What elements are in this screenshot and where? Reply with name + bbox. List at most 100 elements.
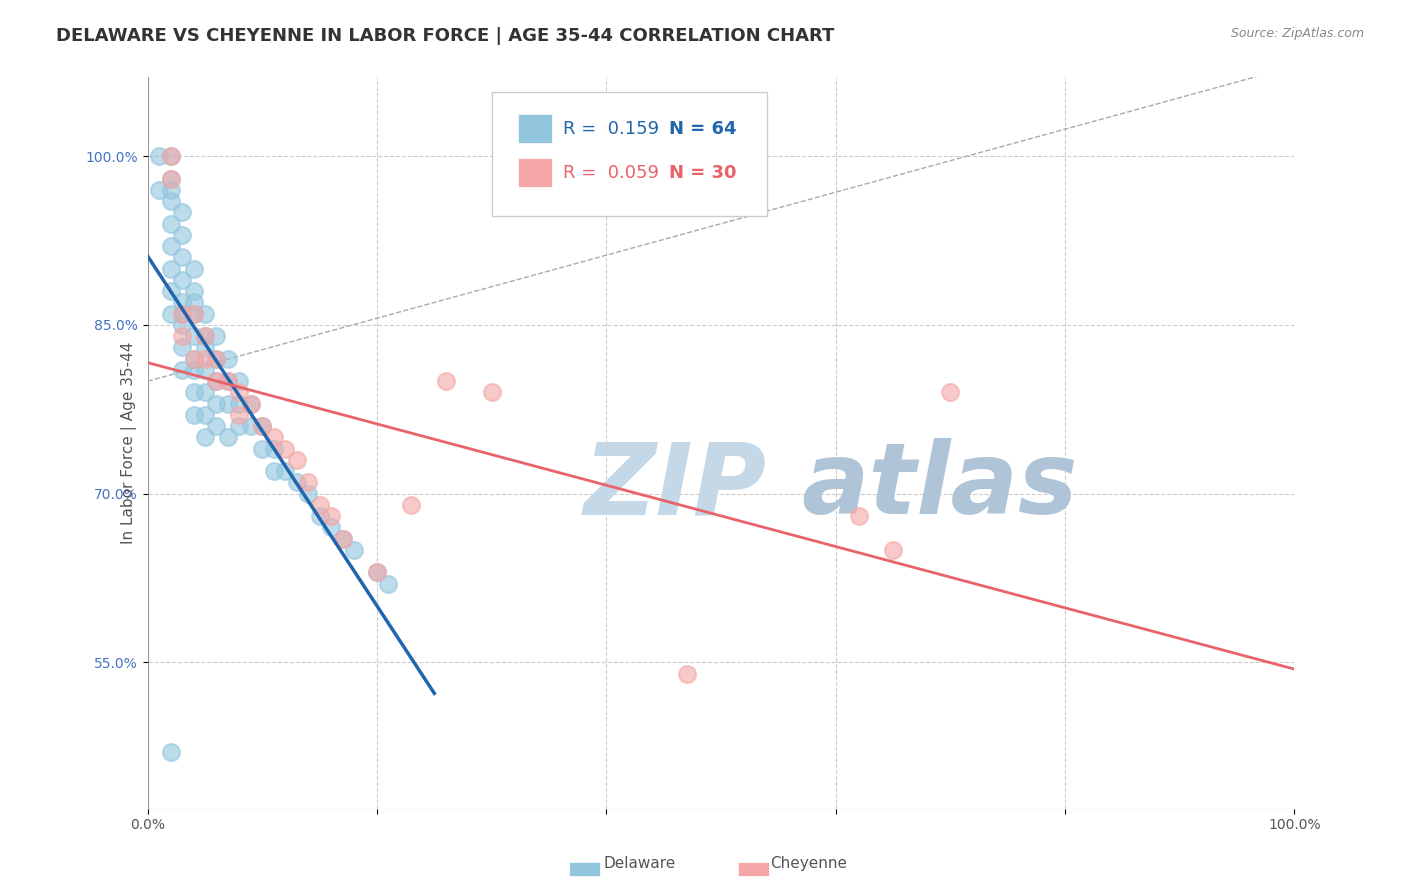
Text: N = 30: N = 30: [669, 163, 737, 181]
FancyBboxPatch shape: [517, 158, 553, 187]
Point: [481, 385, 503, 400]
Point: [183, 307, 205, 321]
Point: [217, 397, 239, 411]
Point: [366, 566, 388, 580]
Point: [183, 284, 205, 298]
Point: [170, 273, 193, 287]
Point: [159, 261, 181, 276]
Point: [205, 374, 228, 388]
Point: [183, 351, 205, 366]
Text: DELAWARE VS CHEYENNE IN LABOR FORCE | AGE 35-44 CORRELATION CHART: DELAWARE VS CHEYENNE IN LABOR FORCE | AG…: [56, 27, 835, 45]
Point: [332, 532, 354, 546]
Point: [159, 284, 181, 298]
Text: Cheyenne: Cheyenne: [770, 856, 846, 871]
Point: [228, 397, 250, 411]
FancyBboxPatch shape: [492, 92, 766, 217]
Point: [366, 566, 388, 580]
Point: [332, 532, 354, 546]
Point: [205, 351, 228, 366]
Point: [170, 295, 193, 310]
Point: [228, 408, 250, 422]
FancyBboxPatch shape: [517, 114, 553, 144]
Point: [274, 464, 297, 478]
Point: [170, 363, 193, 377]
Text: Delaware: Delaware: [603, 856, 676, 871]
Point: [217, 351, 239, 366]
Point: [239, 397, 262, 411]
Point: [159, 194, 181, 209]
Point: [194, 408, 217, 422]
Point: [170, 227, 193, 242]
Point: [228, 374, 250, 388]
Point: [252, 419, 274, 434]
Point: [194, 351, 217, 366]
Point: [194, 307, 217, 321]
Text: ZIP: ZIP: [583, 439, 766, 535]
Point: [170, 318, 193, 332]
Point: [170, 307, 193, 321]
Point: [148, 149, 170, 163]
Point: [321, 520, 343, 534]
Point: [239, 397, 262, 411]
Point: [377, 576, 399, 591]
Point: [308, 509, 330, 524]
Point: [263, 442, 285, 456]
Point: [194, 385, 217, 400]
Point: [321, 509, 343, 524]
Point: [183, 408, 205, 422]
Point: [159, 149, 181, 163]
Point: [170, 205, 193, 219]
Point: [297, 486, 319, 500]
Y-axis label: In Labor Force | Age 35-44: In Labor Force | Age 35-44: [121, 342, 136, 544]
Text: N = 64: N = 64: [669, 120, 737, 137]
Point: [274, 442, 297, 456]
Point: [194, 329, 217, 343]
Point: [217, 374, 239, 388]
Point: [675, 666, 697, 681]
Point: [159, 217, 181, 231]
Point: [194, 329, 217, 343]
Point: [308, 498, 330, 512]
Point: [159, 307, 181, 321]
Point: [228, 385, 250, 400]
Point: [148, 183, 170, 197]
Point: [285, 453, 308, 467]
Point: [183, 295, 205, 310]
Text: atlas: atlas: [801, 439, 1078, 535]
Point: [159, 183, 181, 197]
Point: [183, 385, 205, 400]
Text: R =  0.059: R = 0.059: [562, 163, 659, 181]
Point: [285, 475, 308, 490]
Point: [183, 261, 205, 276]
Point: [263, 430, 285, 444]
Point: [170, 251, 193, 265]
Point: [263, 464, 285, 478]
Point: [205, 374, 228, 388]
Point: [401, 498, 423, 512]
Point: [194, 341, 217, 355]
Point: [252, 419, 274, 434]
Point: [939, 385, 962, 400]
Point: [183, 307, 205, 321]
Point: [882, 543, 904, 558]
Point: [170, 341, 193, 355]
Point: [297, 475, 319, 490]
Point: [159, 239, 181, 253]
Point: [252, 442, 274, 456]
Point: [159, 171, 181, 186]
Text: R =  0.159: R = 0.159: [562, 120, 659, 137]
Point: [183, 329, 205, 343]
Text: Source: ZipAtlas.com: Source: ZipAtlas.com: [1230, 27, 1364, 40]
Point: [159, 171, 181, 186]
Point: [217, 430, 239, 444]
Point: [159, 746, 181, 760]
Point: [183, 351, 205, 366]
Point: [170, 307, 193, 321]
Point: [194, 363, 217, 377]
Point: [434, 374, 457, 388]
Point: [239, 419, 262, 434]
Point: [205, 329, 228, 343]
Point: [205, 397, 228, 411]
Point: [159, 149, 181, 163]
Point: [170, 329, 193, 343]
